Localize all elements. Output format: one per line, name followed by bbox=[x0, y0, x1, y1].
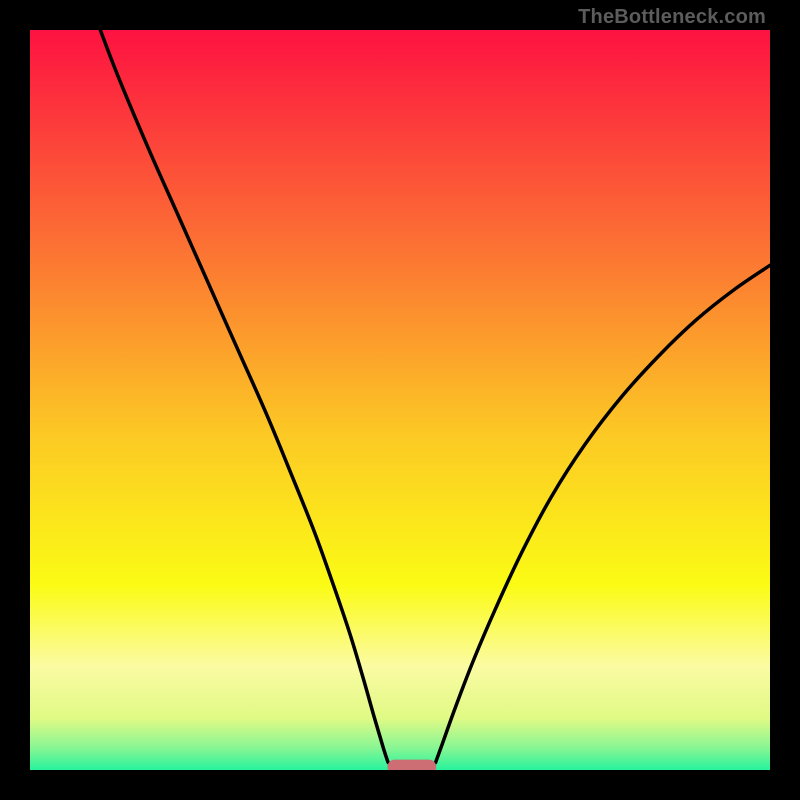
chart-svg bbox=[30, 30, 770, 770]
watermark-text: TheBottleneck.com bbox=[578, 6, 766, 29]
plot-area bbox=[30, 30, 770, 770]
chart-background bbox=[30, 30, 770, 770]
chart-frame: TheBottleneck.com bbox=[0, 0, 800, 800]
bottom-marker bbox=[387, 760, 436, 770]
